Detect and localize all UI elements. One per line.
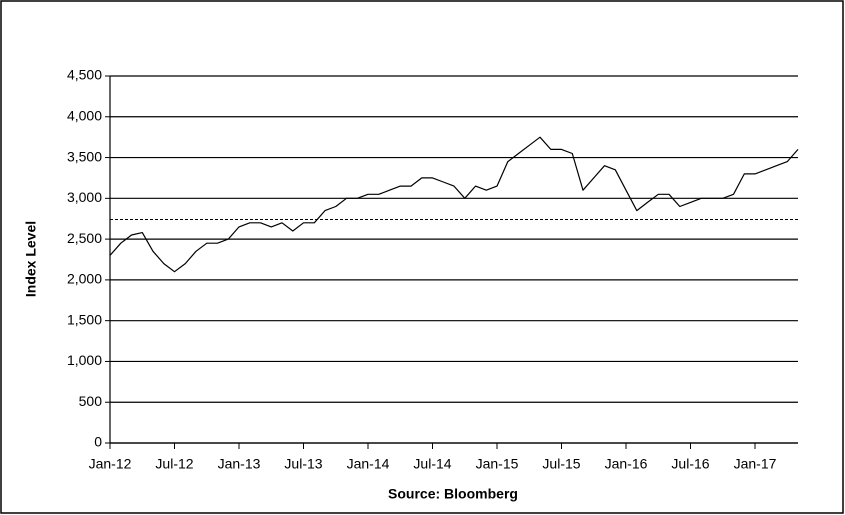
y-tick-label: 4,000 — [67, 107, 102, 123]
y-tick-label: 3,000 — [67, 189, 102, 205]
y-tick-label: 0 — [94, 434, 102, 450]
x-tick-label: Jul-12 — [155, 456, 193, 472]
y-tick-label: 3,500 — [67, 148, 102, 164]
x-tick-label: Jan-14 — [347, 456, 390, 472]
x-tick-label: Jan-13 — [218, 456, 261, 472]
source-note: Source: Bloomberg — [388, 486, 518, 502]
x-tick-label: Jan-16 — [605, 456, 648, 472]
y-tick-label: 1,500 — [67, 311, 102, 327]
x-tick-label: Jan-17 — [734, 456, 777, 472]
x-tick-label: Jan-15 — [476, 456, 519, 472]
series-line — [109, 136, 799, 273]
y-tick-label: 1,000 — [67, 352, 102, 368]
y-tick-label: 2,500 — [67, 230, 102, 246]
x-tick-label: Jul-16 — [671, 456, 709, 472]
y-tick-label: 4,500 — [67, 67, 102, 83]
x-tick-label: Jul-13 — [284, 456, 322, 472]
y-tick-label: 2,000 — [67, 271, 102, 287]
x-tick-label: Jan-12 — [89, 456, 132, 472]
x-tick-label: Jul-15 — [542, 456, 580, 472]
x-tick-label: Jul-14 — [413, 456, 451, 472]
y-axis-label: Index Level — [23, 221, 39, 297]
y-tick-label: 500 — [79, 393, 103, 409]
